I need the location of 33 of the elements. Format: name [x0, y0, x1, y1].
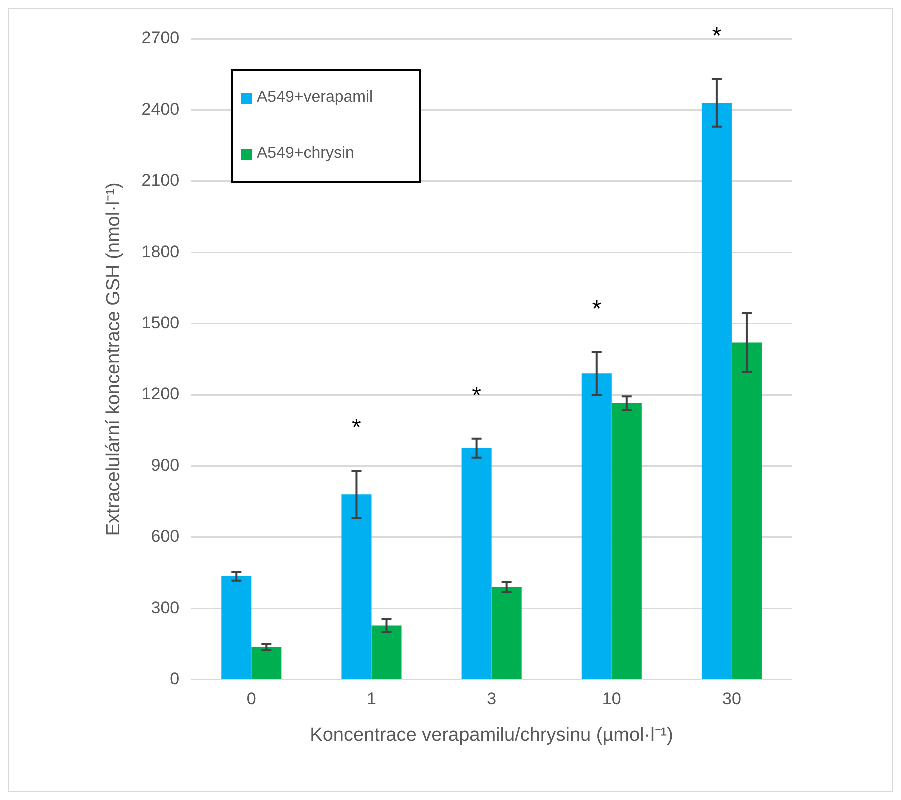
x-tick-label: 3: [487, 690, 497, 709]
bar: [582, 374, 612, 680]
y-tick-label: 900: [151, 456, 180, 475]
annotation: *: [712, 22, 722, 50]
x-tick-label: 30: [722, 690, 742, 709]
bar: [702, 103, 732, 680]
annotation: *: [472, 382, 482, 410]
legend-label: A549+chrysin: [257, 145, 354, 163]
x-axis-title: Koncentrace verapamilu/chrysinu (µmol·l⁻¹): [310, 724, 674, 746]
bar: [612, 403, 642, 680]
y-tick-label: 1500: [142, 313, 180, 332]
y-axis-title: Extracelulární koncentrace GSH (nmol·l⁻¹): [104, 182, 125, 536]
bar: [492, 587, 522, 680]
y-tick-label: 2100: [142, 171, 180, 190]
bar: [372, 626, 402, 680]
y-tick-label: 0: [170, 669, 180, 688]
y-tick-label: 2700: [142, 28, 180, 48]
annotation: *: [352, 414, 362, 442]
y-tick-label: 600: [151, 527, 180, 546]
bar: [252, 647, 282, 680]
x-tick-label: 0: [246, 690, 256, 709]
bar: [222, 576, 252, 680]
bar: [732, 342, 762, 680]
x-tick-label: 10: [602, 690, 622, 709]
legend-label: A549+verapamil: [257, 89, 374, 107]
x-tick-label: 1: [367, 690, 376, 709]
y-tick-label: 300: [151, 598, 180, 618]
y-tick-label: 1200: [142, 384, 180, 404]
bar: [462, 448, 492, 680]
bar: [342, 494, 372, 680]
annotation: *: [592, 296, 602, 323]
y-tick-label: 2400: [142, 100, 180, 119]
y-tick-label: 1800: [142, 242, 180, 262]
